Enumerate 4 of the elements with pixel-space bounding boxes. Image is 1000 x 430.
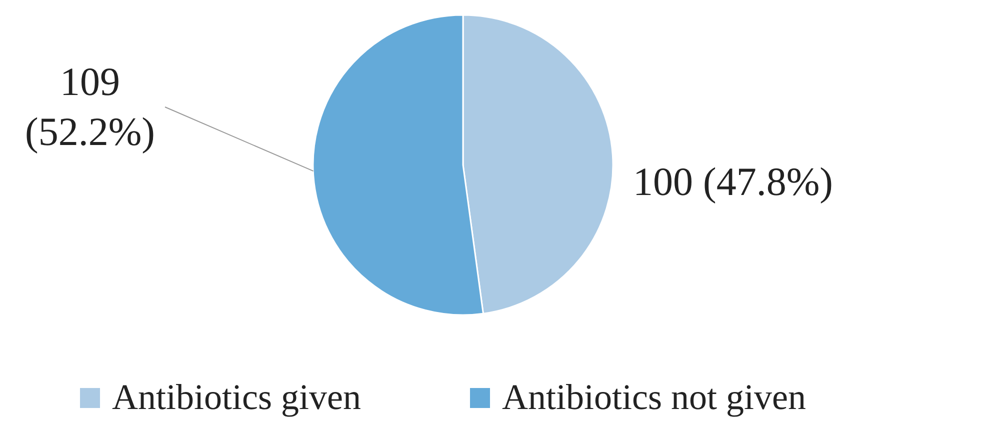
legend-label: Antibiotics not given bbox=[502, 377, 806, 417]
data-label: 100 (47.8%) bbox=[633, 159, 833, 204]
data-label: 109 (52.2%) bbox=[25, 59, 155, 154]
legend-label: Antibiotics given bbox=[112, 377, 361, 417]
